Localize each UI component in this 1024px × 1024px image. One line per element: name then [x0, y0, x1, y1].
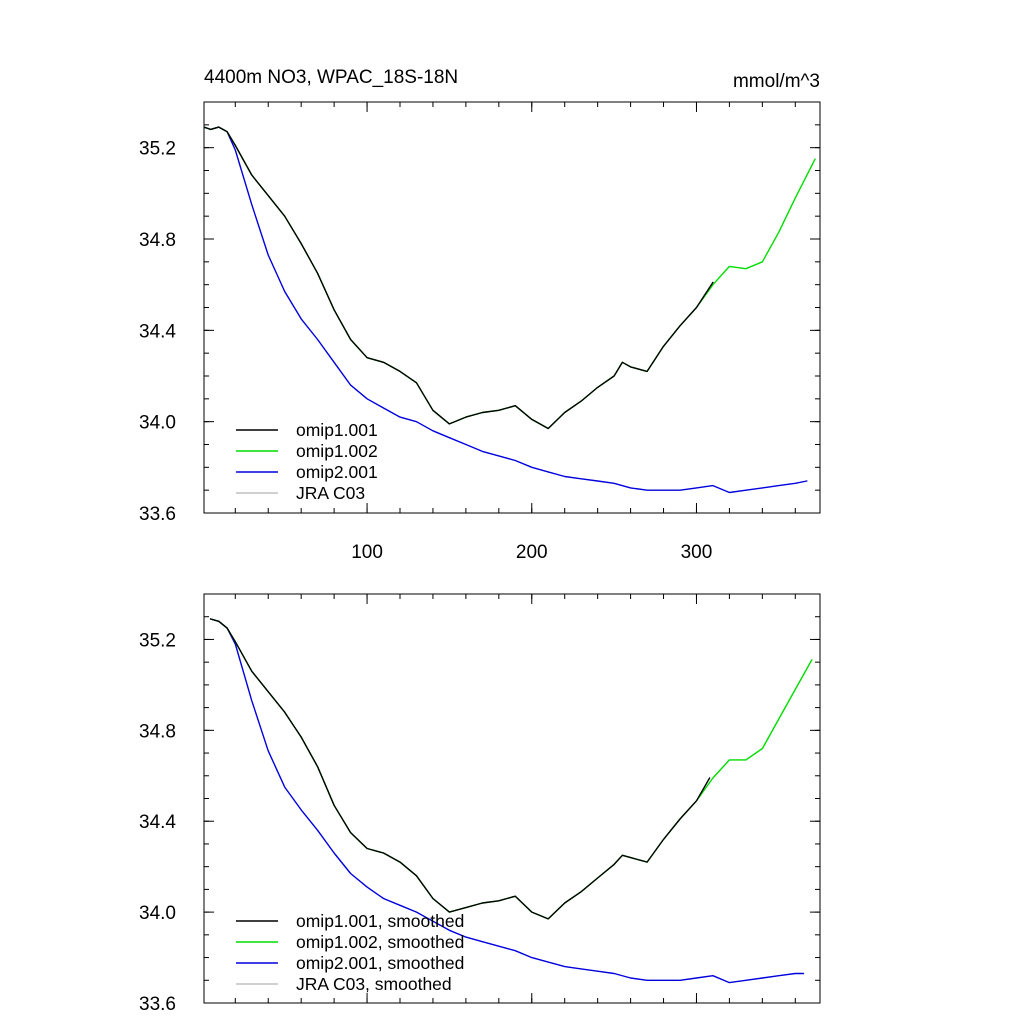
panel-top-x-tick-label: 200 [516, 542, 548, 563]
panel-top-title-right: mmol/m^3 [733, 71, 820, 92]
panel-top-legend-label: JRA C03 [296, 483, 365, 503]
panel-bottom-y-tick-label: 33.6 [139, 994, 176, 1015]
panel-bottom-legend-label: omip2.001, smoothed [296, 953, 464, 973]
panel-top-y-tick-label: 34.4 [139, 321, 176, 342]
panel-top-y-tick-label: 34.0 [139, 413, 176, 434]
panel-bottom-legend-label: omip1.002, smoothed [296, 932, 464, 952]
panel-top-legend-label: omip1.002 [296, 441, 378, 461]
panel-bottom-legend-label: JRA C03, smoothed [296, 974, 452, 994]
panel-top-y-tick-label: 35.2 [139, 139, 176, 160]
panel-top-x-tick-label: 100 [351, 542, 383, 563]
panel-top-y-tick-label: 34.8 [139, 230, 176, 251]
panel-top-y-tick-label: 33.6 [139, 504, 176, 525]
panel-bottom-y-tick-label: 34.4 [139, 812, 176, 833]
panel-bottom-series-line-omip1-001-smoothed [209, 618, 711, 920]
panel-top-title-left: 4400m NO3, WPAC_18S-18N [204, 67, 458, 88]
panel-top-series-line-omip2-001 [204, 126, 808, 494]
panel-top-legend-label: omip2.001 [296, 462, 378, 482]
panel-top-x-tick-label: 300 [681, 542, 713, 563]
panel-top: 4400m NO3, WPAC_18S-18N mmol/m^3 33.6 34.… [139, 67, 821, 563]
panel-top-series-line-omip1-002 [204, 126, 816, 430]
panel-bottom-series-line-omip2-001-smoothed [209, 618, 805, 984]
panel-bottom-y-tick-label: 34.0 [139, 903, 176, 924]
panel-top-series-line-omip1-001 [204, 126, 714, 430]
panel-bottom-series-line-omip1-002-smoothed [209, 618, 813, 920]
panel-top-legend-label: omip1.001 [296, 420, 378, 440]
panel-bottom-y-tick-label: 35.2 [139, 630, 176, 651]
panel-bottom-y-tick-label: 34.8 [139, 721, 176, 742]
panel-bottom-legend-label: omip1.001, smoothed [296, 911, 464, 931]
